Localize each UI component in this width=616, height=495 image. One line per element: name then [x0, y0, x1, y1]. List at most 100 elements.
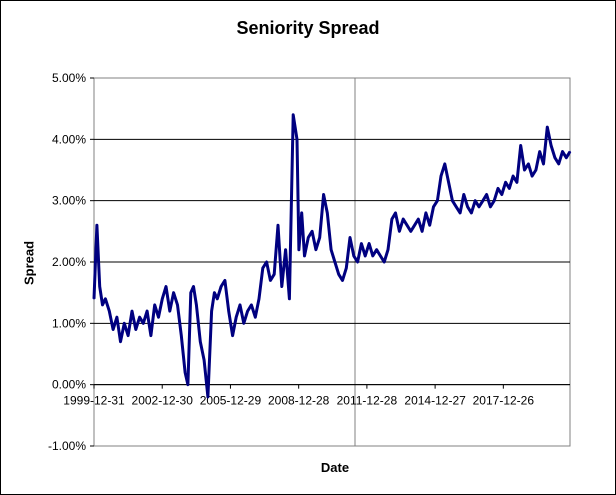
- data-point: [192, 285, 195, 288]
- data-point: [356, 261, 359, 263]
- x-axis-title: Date: [320, 460, 350, 475]
- data-point: [112, 328, 114, 331]
- data-point: [265, 261, 268, 263]
- data-point: [375, 248, 378, 251]
- data-point: [296, 138, 298, 141]
- data-point: [101, 304, 104, 306]
- data-point: [345, 267, 348, 269]
- data-point: [284, 248, 287, 251]
- data-point: [277, 224, 279, 226]
- data-point: [142, 322, 145, 325]
- data-point: [231, 334, 234, 337]
- data-point: [326, 212, 329, 214]
- data-point: [383, 261, 386, 263]
- data-point: [273, 273, 276, 276]
- x-tick-label: 2005-12-29: [200, 394, 262, 408]
- data-point: [349, 236, 351, 239]
- data-point: [554, 156, 556, 159]
- data-point: [303, 255, 306, 257]
- data-point: [190, 291, 192, 294]
- data-point: [93, 298, 95, 300]
- data-point: [210, 310, 213, 312]
- data-point: [330, 248, 332, 251]
- data-point: [482, 199, 484, 202]
- data-point: [372, 255, 374, 257]
- data-point: [523, 169, 526, 171]
- data-point: [379, 255, 382, 257]
- data-point: [478, 206, 480, 208]
- data-point: [298, 248, 300, 251]
- data-point: [165, 285, 167, 288]
- data-point: [391, 218, 393, 220]
- data-point: [527, 163, 530, 165]
- data-point: [281, 285, 283, 288]
- data-point: [493, 199, 496, 202]
- data-point: [187, 383, 189, 386]
- data-point: [504, 181, 507, 184]
- data-point: [455, 206, 458, 208]
- y-tick-label: 4.00%: [52, 132, 86, 146]
- series-line: [92, 113, 572, 399]
- data-point: [157, 316, 160, 319]
- data-point: [463, 193, 465, 196]
- data-point: [432, 206, 435, 208]
- y-tick-label: 3.00%: [52, 194, 86, 208]
- data-point: [569, 150, 571, 153]
- data-point: [262, 267, 264, 269]
- data-point: [546, 126, 549, 128]
- data-point: [535, 169, 537, 171]
- chart-title: Seniority Spread: [236, 18, 380, 38]
- data-point: [489, 206, 492, 208]
- data-point: [315, 248, 317, 251]
- data-point: [195, 304, 198, 306]
- data-point: [220, 285, 222, 288]
- data-point: [169, 310, 171, 312]
- data-point: [497, 187, 499, 190]
- data-point: [98, 285, 101, 288]
- data-point: [243, 322, 245, 325]
- data-point: [258, 298, 260, 300]
- data-point: [519, 144, 522, 147]
- data-point: [421, 230, 423, 233]
- data-point: [184, 371, 186, 374]
- data-point: [135, 328, 137, 331]
- data-point: [360, 242, 363, 245]
- data-point: [292, 114, 295, 116]
- x-tick-label: 2002-12-30: [132, 394, 194, 408]
- data-point: [364, 255, 367, 257]
- data-point: [402, 218, 405, 220]
- y-tick-label: 0.00%: [52, 378, 86, 392]
- y-tick-label: -1.00%: [48, 439, 86, 453]
- data-point: [213, 291, 216, 294]
- data-point: [512, 175, 514, 177]
- data-point: [561, 150, 564, 153]
- data-point: [436, 199, 439, 202]
- data-point: [394, 212, 397, 214]
- data-point: [239, 304, 241, 306]
- data-point: [459, 212, 461, 214]
- data-point: [254, 316, 257, 319]
- data-point: [300, 212, 303, 214]
- y-tick-label: 5.00%: [52, 71, 86, 85]
- data-point: [413, 224, 416, 226]
- data-point: [387, 248, 389, 251]
- data-point: [235, 316, 237, 319]
- data-point: [444, 163, 446, 165]
- data-point: [557, 163, 560, 165]
- data-point: [250, 304, 253, 306]
- y-axis-title: Spread: [21, 240, 37, 286]
- data-point: [161, 298, 164, 300]
- data-point: [172, 291, 175, 294]
- data-point: [288, 298, 291, 300]
- data-point: [466, 206, 469, 208]
- data-point: [440, 175, 442, 177]
- x-tick-label: 2011-12-28: [337, 394, 398, 408]
- x-tick-label: 2017-12-26: [473, 394, 535, 408]
- data-point: [269, 279, 272, 282]
- y-tick-label: 1.00%: [52, 316, 86, 330]
- data-point: [311, 230, 313, 233]
- data-point: [550, 144, 552, 147]
- data-point: [131, 310, 133, 312]
- data-point: [508, 187, 511, 190]
- data-point: [224, 279, 226, 282]
